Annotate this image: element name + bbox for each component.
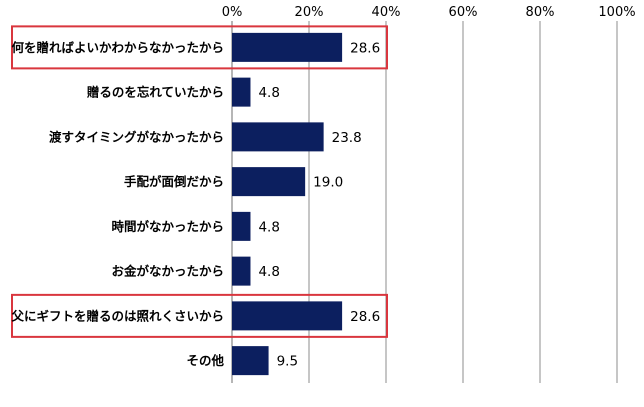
bar: [232, 211, 251, 241]
category-label: お金がなかったから: [111, 264, 224, 279]
category-label: 父にギフトを贈るのは照れくさいから: [10, 308, 224, 323]
x-axis-ticks: 0% 20% 40% 60% 80% 100%: [222, 5, 636, 20]
bar: [232, 167, 306, 197]
highlight-box: [11, 25, 388, 70]
category-labels: 何を贈ればよいかわからなかったから贈るのを忘れていたから渡すタイミングがなかった…: [10, 40, 224, 368]
category-label: 贈るのを忘れていたから: [87, 85, 224, 100]
category-label: 手配が面倒だから: [124, 174, 224, 189]
data-label: 19.0: [313, 175, 343, 191]
bar: [232, 346, 269, 376]
x-tick-label: 60%: [449, 5, 478, 20]
category-label: その他: [186, 353, 224, 368]
data-labels: 28.6 4.8 23.8 19.0 4.8 4.8 28.6 9.5: [258, 40, 380, 369]
x-tick-label: 100%: [598, 5, 635, 20]
bar: [232, 256, 251, 286]
category-label: 何を贈ればよいかわからなかったから: [11, 40, 224, 55]
data-label: 28.6: [350, 309, 380, 325]
data-label: 9.5: [277, 354, 298, 370]
x-tick-label: 0%: [222, 5, 243, 20]
bar: [232, 77, 251, 107]
data-label: 4.8: [258, 264, 279, 280]
x-tick-label: 20%: [295, 5, 324, 20]
bar: [232, 301, 343, 331]
category-label: 渡すタイミングがなかったから: [49, 129, 224, 144]
bar: [232, 32, 343, 62]
highlight-box: [11, 293, 388, 338]
data-label: 4.8: [258, 85, 279, 101]
data-label: 4.8: [258, 219, 279, 235]
highlight-boxes: [11, 25, 388, 338]
bars: [232, 32, 343, 376]
x-tick-label: 40%: [372, 5, 401, 20]
data-label: 23.8: [332, 130, 362, 146]
category-label: 時間がなかったから: [111, 219, 224, 234]
x-tick-label: 80%: [526, 5, 555, 20]
data-label: 28.6: [350, 40, 380, 56]
bar: [232, 122, 324, 152]
